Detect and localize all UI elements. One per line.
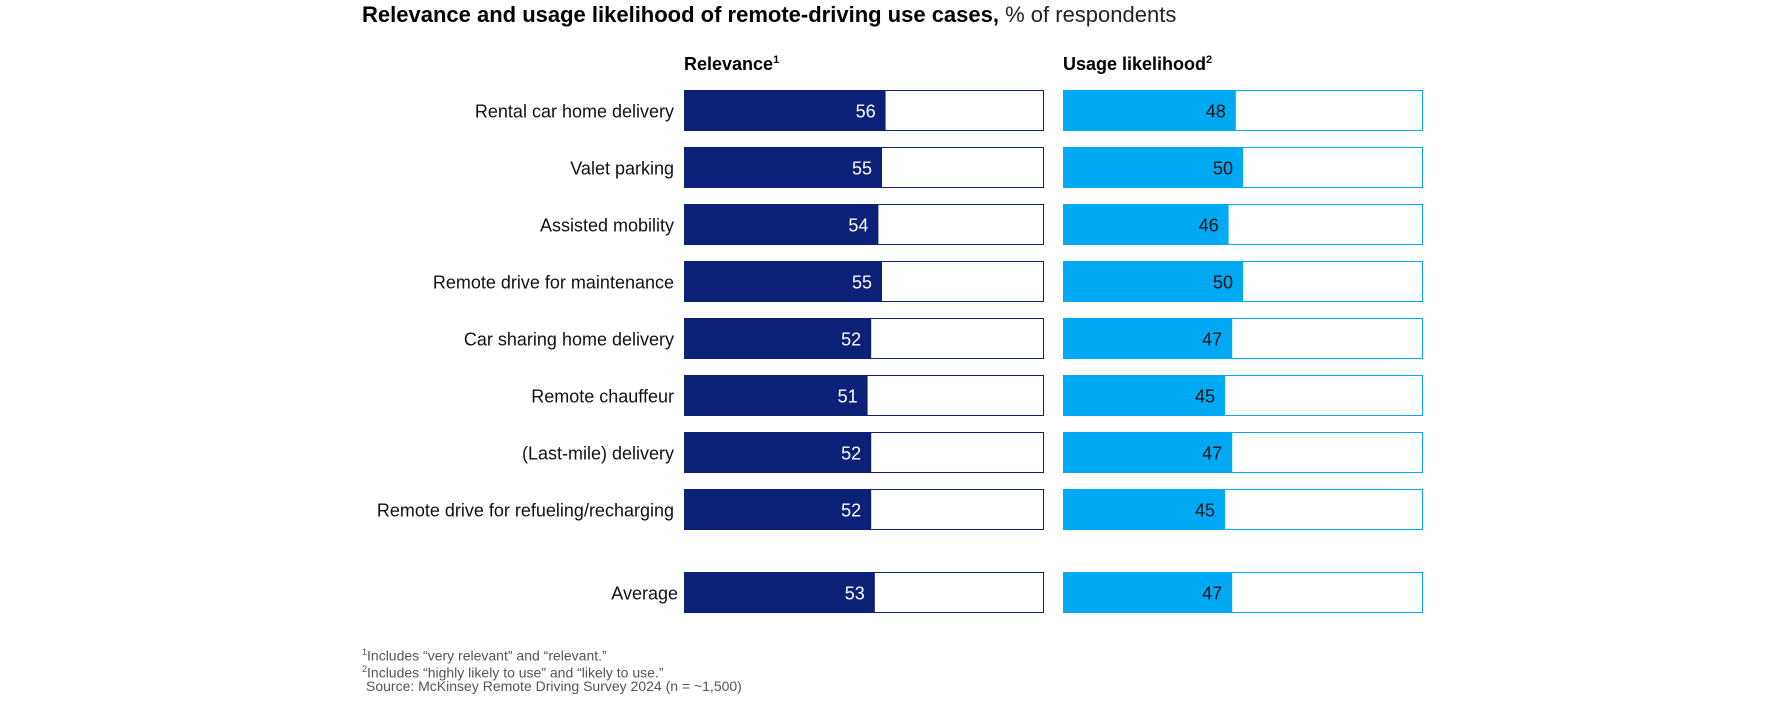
row-2-relevance-bar bbox=[684, 204, 879, 245]
row-average-relevance-value: 53 bbox=[845, 584, 865, 604]
row-3-relevance-bar bbox=[684, 261, 882, 302]
row-0-label: Rental car home delivery bbox=[475, 102, 674, 122]
row-4-label: Car sharing home delivery bbox=[464, 330, 674, 350]
row-6-relevance-bar bbox=[684, 432, 872, 473]
footnote-2-mark: 2 bbox=[362, 664, 368, 674]
row-3-usage-value: 50 bbox=[1213, 273, 1233, 293]
usage-header: Usage likelihood2 bbox=[1063, 54, 1212, 75]
usage-header-label: Usage likelihood bbox=[1063, 54, 1207, 74]
row-average-relevance-bar bbox=[684, 572, 875, 613]
footnote-2: 2Includes “highly likely to use” and “li… bbox=[362, 661, 663, 681]
row-2-usage-bar bbox=[1063, 204, 1229, 245]
row-6-usage-bar bbox=[1063, 432, 1233, 473]
row-7-usage-bar bbox=[1063, 489, 1225, 530]
row-4-usage-bar bbox=[1063, 318, 1233, 359]
row-3-relevance-value: 55 bbox=[852, 273, 872, 293]
row-average-label: Average bbox=[611, 584, 678, 604]
source-note: Source: McKinsey Remote Driving Survey 2… bbox=[366, 678, 742, 694]
row-5-usage-value: 45 bbox=[1195, 387, 1215, 407]
row-2-relevance-value: 54 bbox=[848, 216, 868, 236]
footnote-2-text: Includes “highly likely to use” and “lik… bbox=[367, 664, 664, 681]
row-4-relevance-bar bbox=[684, 318, 872, 359]
row-1-relevance-bar bbox=[684, 147, 882, 188]
relevance-header-label: Relevance bbox=[684, 54, 774, 74]
row-1-relevance-value: 55 bbox=[852, 159, 872, 179]
row-4-usage-value: 47 bbox=[1202, 330, 1222, 350]
row-5-usage-bar bbox=[1063, 375, 1225, 416]
row-4-relevance-value: 52 bbox=[841, 330, 861, 350]
row-3-label: Remote drive for maintenance bbox=[433, 273, 674, 293]
row-7-label: Remote drive for refueling/recharging bbox=[377, 501, 674, 521]
row-7-relevance-value: 52 bbox=[841, 501, 861, 521]
row-3-usage-bar bbox=[1063, 261, 1243, 302]
row-0-relevance-value: 56 bbox=[856, 102, 876, 122]
row-6-label: (Last-mile) delivery bbox=[522, 444, 674, 464]
chart-title-main: Relevance and usage likelihood of remote… bbox=[362, 2, 999, 27]
row-0-relevance-bar bbox=[684, 90, 886, 131]
relevance-header: Relevance1 bbox=[684, 54, 779, 75]
row-average-usage-value: 47 bbox=[1202, 584, 1222, 604]
row-1-label: Valet parking bbox=[570, 159, 674, 179]
row-7-relevance-bar bbox=[684, 489, 872, 530]
chart-title: Relevance and usage likelihood of remote… bbox=[362, 0, 1176, 30]
usage-header-note: 2 bbox=[1206, 54, 1213, 66]
footnote-1: 1Includes “very relevant” and “relevant.… bbox=[362, 644, 607, 664]
row-6-usage-value: 47 bbox=[1202, 444, 1222, 464]
chart-title-unit: % of respondents bbox=[999, 2, 1177, 27]
row-average-usage-bar bbox=[1063, 572, 1233, 613]
footnote-1-text: Includes “very relevant” and “relevant.” bbox=[367, 647, 607, 664]
row-5-relevance-bar bbox=[684, 375, 868, 416]
row-0-usage-value: 48 bbox=[1206, 102, 1226, 122]
row-0-usage-bar bbox=[1063, 90, 1236, 131]
row-1-usage-bar bbox=[1063, 147, 1243, 188]
row-5-relevance-value: 51 bbox=[838, 387, 858, 407]
row-7-usage-value: 45 bbox=[1195, 501, 1215, 521]
row-6-relevance-value: 52 bbox=[841, 444, 861, 464]
row-5-label: Remote chauffeur bbox=[531, 387, 674, 407]
row-2-usage-value: 46 bbox=[1199, 216, 1219, 236]
relevance-header-note: 1 bbox=[773, 54, 780, 66]
row-2-label: Assisted mobility bbox=[540, 216, 674, 236]
footnote-1-mark: 1 bbox=[362, 647, 368, 657]
row-1-usage-value: 50 bbox=[1213, 159, 1233, 179]
